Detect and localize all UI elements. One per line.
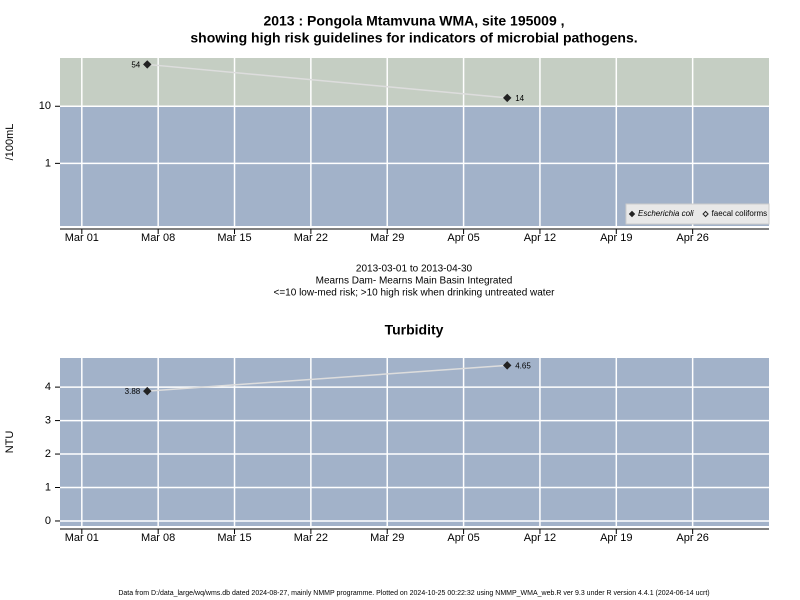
x-tick-label: Apr 19 (600, 232, 632, 244)
x-tick-label: Apr 26 (676, 232, 708, 244)
y-tick-label: 1 (45, 157, 51, 169)
legend-label: faecal coliforms (712, 209, 768, 218)
footer: Data from D:/data_large/wq/wms.db dated … (118, 590, 709, 597)
y-tick-label: 4 (45, 381, 51, 393)
note: <=10 low-med risk; >10 high risk when dr… (274, 288, 556, 299)
data-label: 14 (515, 94, 524, 103)
x-tick-label: Apr 12 (524, 232, 556, 244)
x-tick-label: Apr 26 (676, 532, 708, 544)
data-point (143, 386, 152, 396)
x-tick-label: Mar 08 (141, 232, 175, 244)
x-tick-label: Apr 05 (447, 532, 479, 544)
chart-title: Turbidity (385, 322, 444, 338)
x-tick-label: Apr 12 (524, 532, 556, 544)
x-tick-label: Apr 19 (600, 532, 632, 544)
x-tick-label: Mar 22 (294, 532, 328, 544)
note: Mearns Dam- Mearns Main Basin Integrated (316, 276, 513, 287)
data-point (143, 60, 152, 69)
legend-marker (628, 210, 636, 218)
x-tick-label: Mar 15 (217, 532, 251, 544)
y-tick-label: 1 (45, 481, 51, 493)
legend-label: Escherichia coli (638, 209, 694, 218)
y-tick-label: 3 (45, 414, 51, 426)
data-point (503, 93, 512, 103)
data-label: 4.65 (515, 361, 531, 370)
plot-background (60, 358, 769, 526)
data-label: 3.88 (125, 387, 141, 396)
y-tick-label: 2 (45, 448, 51, 460)
x-tick-label: Apr 05 (447, 232, 479, 244)
y-axis-label: NTU (4, 431, 16, 454)
note: 2013-03-01 to 2013-04-30 (356, 264, 473, 275)
data-label: 54 (131, 61, 140, 70)
x-tick-label: Mar 01 (65, 232, 99, 244)
y-tick-label: 0 (45, 515, 51, 527)
title-line: showing high risk guidelines for indicat… (190, 30, 637, 46)
title-line: 2013 : Pongola Mtamvuna WMA, site 195009… (263, 13, 564, 29)
threshold-band (60, 58, 769, 107)
series-line (147, 63, 508, 99)
x-tick-label: Mar 22 (294, 232, 328, 244)
y-tick-label: 10 (39, 100, 51, 112)
x-tick-label: Mar 01 (65, 532, 99, 544)
x-tick-label: Mar 29 (370, 532, 404, 544)
legend-marker (702, 210, 709, 218)
data-point (503, 361, 512, 370)
y-axis-label: /100mL (4, 124, 16, 161)
x-tick-label: Mar 15 (217, 232, 251, 244)
x-tick-label: Mar 29 (370, 232, 404, 244)
x-tick-label: Mar 08 (141, 532, 175, 544)
legend (625, 203, 770, 225)
series-line (147, 364, 508, 392)
